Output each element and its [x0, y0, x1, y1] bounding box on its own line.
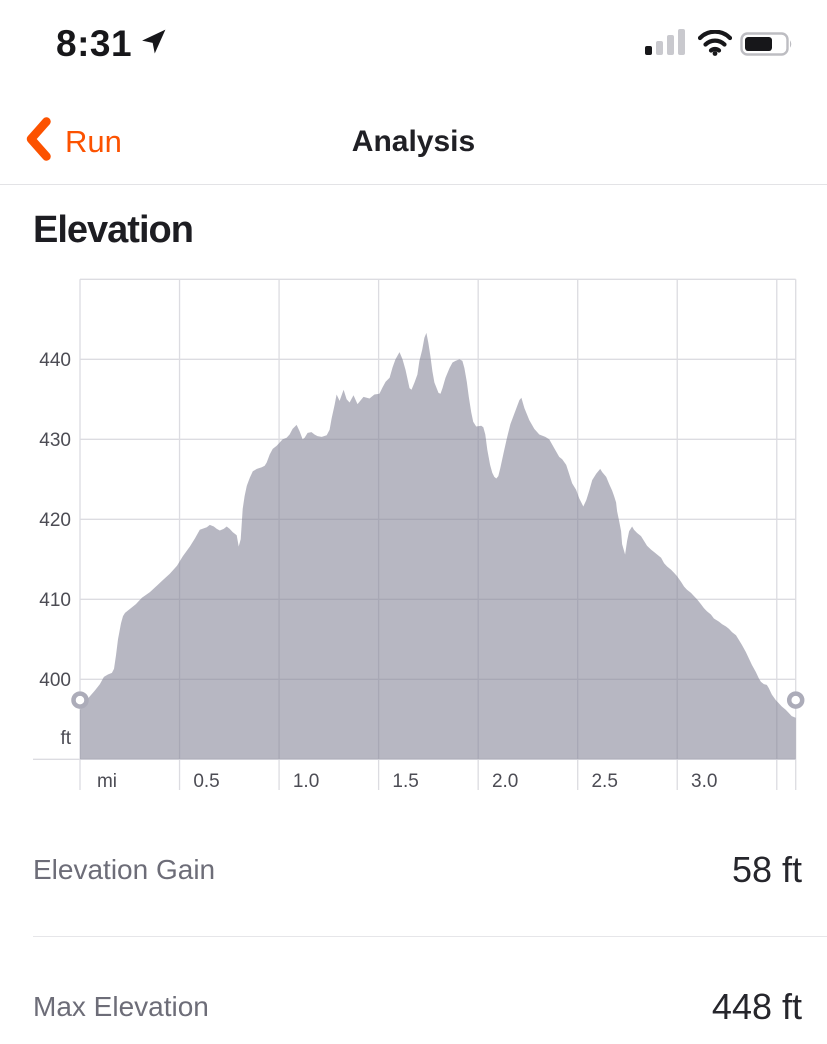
stat-label: Max Elevation — [33, 990, 209, 1022]
section-heading: Elevation — [33, 209, 194, 251]
svg-text:mi: mi — [97, 771, 117, 792]
elevation-area — [80, 332, 796, 760]
wifi-icon — [697, 29, 733, 61]
svg-text:0.5: 0.5 — [193, 771, 219, 792]
svg-text:440: 440 — [39, 350, 71, 371]
stat-row-elevation-gain: Elevation Gain 58 ft — [0, 794, 827, 936]
svg-text:420: 420 — [39, 510, 71, 531]
back-button-label: Run — [65, 123, 122, 159]
status-bar: 8:31 — [0, 20, 827, 68]
cellular-signal-icon — [644, 28, 690, 61]
svg-text:3.0: 3.0 — [691, 771, 717, 792]
svg-text:1.0: 1.0 — [293, 771, 319, 792]
status-left: 8:31 — [56, 23, 168, 65]
nav-bar: Run Analysis — [0, 98, 827, 185]
stat-row-max-elevation: Max Elevation 448 ft — [0, 937, 827, 1044]
svg-text:1.5: 1.5 — [392, 771, 418, 792]
status-right — [644, 28, 793, 61]
svg-text:ft: ft — [60, 728, 71, 749]
svg-text:430: 430 — [39, 430, 71, 451]
svg-text:2.5: 2.5 — [591, 771, 617, 792]
x-axis-labels: mi 0.5 1.0 1.5 2.0 2.5 3.0 — [97, 771, 717, 792]
stats-list: Elevation Gain 58 ft Max Elevation 448 f… — [0, 794, 827, 1044]
status-time: 8:31 — [56, 23, 133, 64]
selection-handle-right[interactable] — [786, 691, 805, 709]
divider — [33, 936, 827, 937]
svg-text:400: 400 — [39, 670, 71, 691]
svg-text:410: 410 — [39, 590, 71, 611]
battery-icon — [740, 31, 793, 61]
page-title: Analysis — [351, 124, 476, 158]
selection-handle-left[interactable] — [71, 691, 89, 709]
stat-value: 58 ft — [731, 849, 802, 890]
back-button[interactable]: Run — [25, 98, 122, 185]
y-axis-labels: 400 410 420 430 440 ft — [39, 350, 71, 749]
chevron-left-icon — [25, 117, 51, 166]
elevation-chart[interactable]: 400 410 420 430 440 ft mi 0.5 1.0 1.5 2.0 2.5 3.0 — [0, 270, 827, 794]
svg-text:2.0: 2.0 — [492, 771, 518, 792]
stat-value: 448 ft — [711, 985, 802, 1027]
stat-label: Elevation Gain — [33, 854, 216, 885]
location-arrow-icon — [139, 27, 168, 61]
